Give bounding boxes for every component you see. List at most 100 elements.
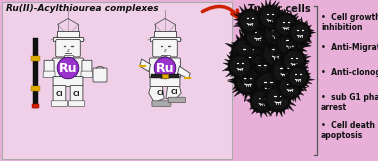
- Polygon shape: [294, 44, 297, 51]
- Polygon shape: [256, 9, 263, 15]
- Circle shape: [238, 9, 262, 33]
- Polygon shape: [258, 96, 267, 99]
- Polygon shape: [257, 5, 263, 12]
- Polygon shape: [271, 15, 274, 23]
- Polygon shape: [271, 94, 279, 100]
- Bar: [31, 56, 40, 61]
- Polygon shape: [259, 59, 268, 66]
- Polygon shape: [276, 7, 279, 11]
- Polygon shape: [246, 54, 249, 60]
- Polygon shape: [225, 69, 231, 71]
- Polygon shape: [239, 29, 245, 40]
- Polygon shape: [277, 73, 284, 80]
- FancyBboxPatch shape: [154, 31, 176, 37]
- Polygon shape: [302, 41, 310, 45]
- Bar: [161, 55, 169, 59]
- Polygon shape: [282, 40, 286, 46]
- Polygon shape: [284, 9, 287, 15]
- Polygon shape: [262, 105, 271, 109]
- Polygon shape: [287, 31, 294, 35]
- Polygon shape: [266, 80, 274, 86]
- Polygon shape: [295, 26, 303, 29]
- Polygon shape: [289, 33, 292, 39]
- FancyBboxPatch shape: [150, 37, 180, 41]
- Polygon shape: [238, 52, 241, 56]
- Polygon shape: [248, 53, 256, 59]
- Polygon shape: [294, 53, 299, 57]
- Polygon shape: [303, 56, 311, 60]
- Polygon shape: [273, 2, 279, 9]
- Polygon shape: [227, 55, 233, 61]
- Polygon shape: [232, 75, 238, 83]
- Polygon shape: [268, 74, 275, 77]
- Polygon shape: [248, 70, 255, 76]
- Polygon shape: [303, 62, 309, 65]
- Bar: [32, 104, 39, 108]
- Polygon shape: [301, 61, 305, 69]
- Polygon shape: [236, 35, 242, 43]
- Polygon shape: [268, 22, 276, 25]
- Polygon shape: [268, 19, 277, 22]
- Circle shape: [246, 53, 278, 85]
- Polygon shape: [266, 20, 271, 25]
- Polygon shape: [289, 97, 298, 101]
- Polygon shape: [299, 86, 303, 91]
- Polygon shape: [257, 59, 267, 65]
- Polygon shape: [253, 65, 262, 75]
- Polygon shape: [256, 36, 267, 44]
- Polygon shape: [252, 91, 257, 95]
- Polygon shape: [259, 82, 265, 87]
- Polygon shape: [253, 6, 257, 13]
- Polygon shape: [275, 79, 279, 88]
- Circle shape: [228, 54, 252, 78]
- Polygon shape: [275, 73, 278, 78]
- Polygon shape: [300, 85, 306, 89]
- Polygon shape: [253, 33, 259, 41]
- Polygon shape: [300, 67, 307, 74]
- Polygon shape: [272, 99, 280, 103]
- Polygon shape: [303, 83, 309, 87]
- Polygon shape: [259, 51, 263, 56]
- Text: z: z: [163, 48, 166, 53]
- Polygon shape: [301, 17, 303, 24]
- Polygon shape: [286, 28, 295, 32]
- Polygon shape: [242, 28, 245, 36]
- Polygon shape: [261, 47, 267, 51]
- Circle shape: [254, 71, 282, 99]
- Polygon shape: [299, 32, 304, 38]
- Polygon shape: [279, 10, 287, 16]
- Polygon shape: [250, 104, 253, 107]
- Polygon shape: [279, 80, 289, 84]
- Polygon shape: [283, 41, 290, 45]
- Polygon shape: [246, 72, 249, 79]
- Polygon shape: [230, 73, 235, 77]
- Text: Cl: Cl: [170, 89, 178, 95]
- Bar: [64, 55, 73, 59]
- Polygon shape: [235, 21, 240, 24]
- Polygon shape: [266, 107, 273, 111]
- Polygon shape: [285, 79, 290, 83]
- Polygon shape: [296, 75, 302, 81]
- Polygon shape: [303, 20, 307, 25]
- Polygon shape: [296, 93, 301, 101]
- Polygon shape: [290, 66, 294, 70]
- Polygon shape: [289, 51, 297, 55]
- Polygon shape: [249, 62, 256, 65]
- Polygon shape: [261, 24, 265, 29]
- Polygon shape: [278, 21, 284, 26]
- Bar: [150, 74, 180, 78]
- Polygon shape: [257, 86, 260, 92]
- Polygon shape: [273, 16, 279, 20]
- Polygon shape: [256, 53, 264, 57]
- FancyBboxPatch shape: [150, 76, 180, 86]
- Polygon shape: [280, 20, 282, 24]
- Polygon shape: [266, 48, 272, 58]
- Polygon shape: [240, 48, 243, 57]
- Polygon shape: [296, 62, 299, 68]
- Polygon shape: [268, 0, 271, 7]
- Polygon shape: [268, 41, 271, 48]
- Polygon shape: [235, 49, 238, 57]
- Polygon shape: [261, 2, 265, 10]
- Polygon shape: [299, 83, 304, 86]
- Polygon shape: [275, 83, 280, 87]
